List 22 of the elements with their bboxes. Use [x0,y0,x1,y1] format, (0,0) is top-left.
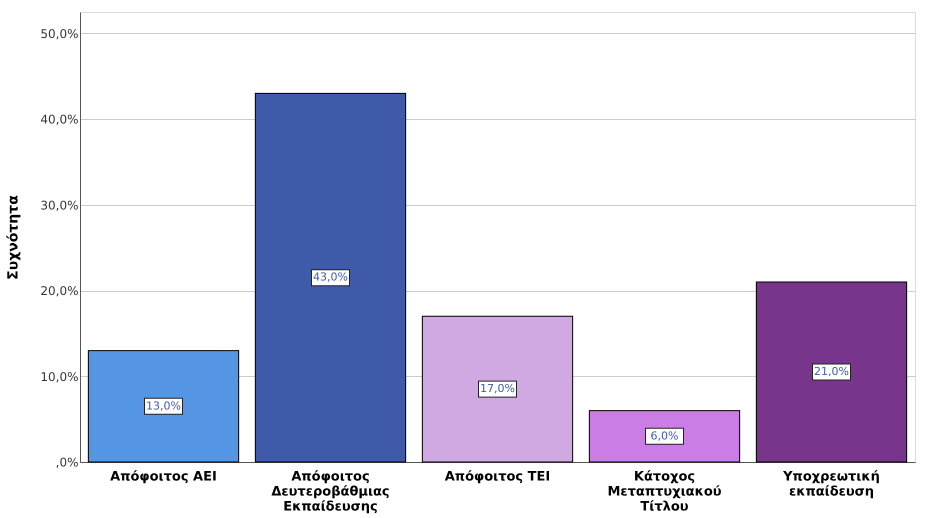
data-label: 17,0% [480,382,515,396]
y-tick-label: ,0% [56,456,78,470]
y-tick-label: 10,0% [40,370,78,384]
data-label: 21,0% [814,365,849,378]
bar [254,92,406,462]
data-label: 6,0% [650,429,678,442]
y-tick-label: 30,0% [40,198,78,212]
x-tick-label: Απόφοιτος ΤΕΙ [444,470,550,484]
y-tick-label: 50,0% [40,26,78,41]
bar [588,410,740,462]
data-label: 13,0% [146,399,181,412]
y-tick-label: 40,0% [40,112,78,127]
x-tick-label: Υποχρεωτική εκπαίδευση [782,470,880,500]
y-tick-label: 20,0% [40,284,78,298]
y-axis-title: Συχνότητα [5,194,22,280]
bar [756,282,908,462]
x-tick-label: Απόφοιτος ΑΕΙ [110,470,217,484]
x-tick-label: Κάτοχος Μεταπτυχιακού Τίτλου [607,470,722,514]
x-tick-label: Απόφοιτος Δευτεροβάθμιας Εκπαίδευσης [271,470,390,514]
bar [422,316,574,462]
data-label: 43,0% [313,270,348,284]
bar [88,350,240,462]
